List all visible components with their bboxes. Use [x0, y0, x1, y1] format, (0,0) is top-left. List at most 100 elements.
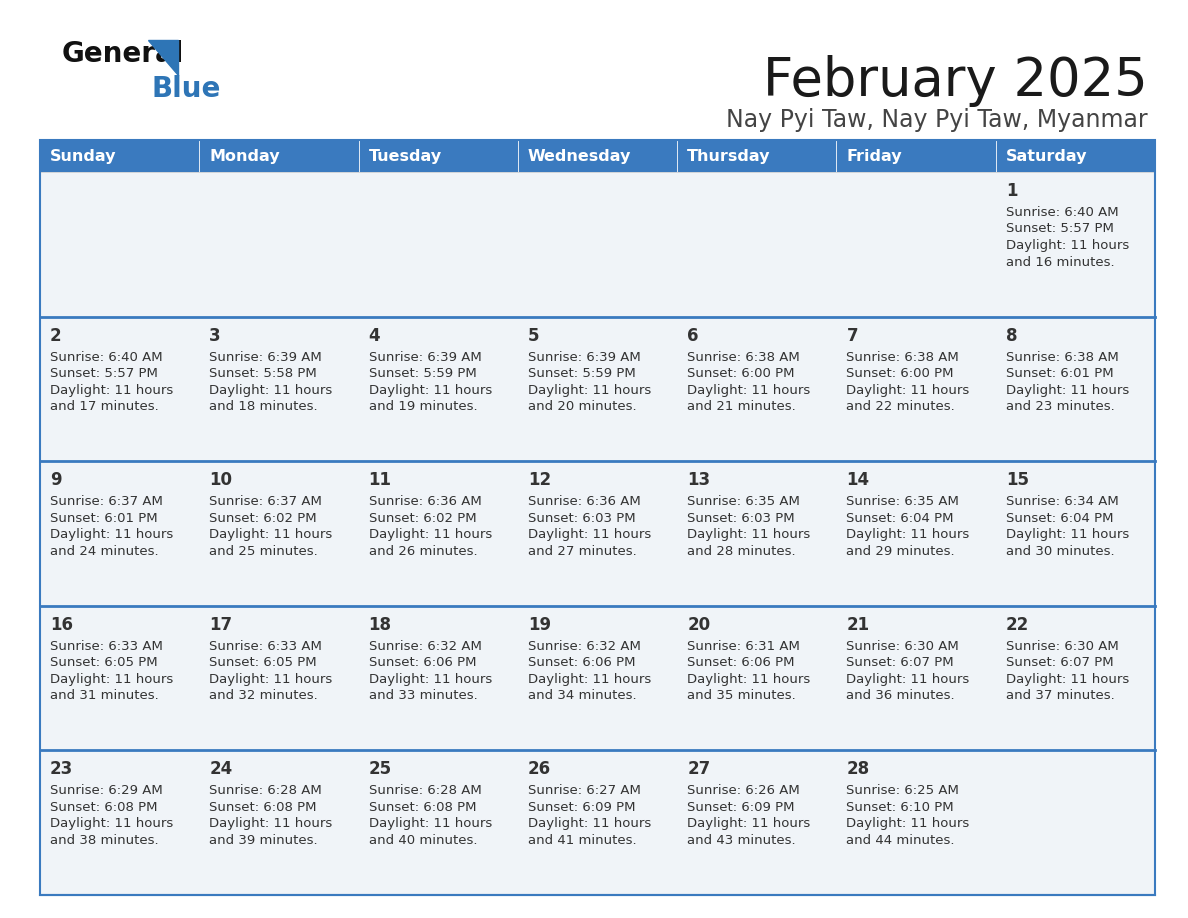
Text: Sunrise: 6:28 AM: Sunrise: 6:28 AM	[209, 784, 322, 798]
Text: Sunrise: 6:40 AM: Sunrise: 6:40 AM	[50, 351, 163, 364]
Bar	[677, 317, 836, 461]
Bar	[200, 461, 359, 606]
Bar	[359, 750, 518, 895]
Text: Daylight: 11 hours: Daylight: 11 hours	[368, 817, 492, 831]
Text: and 19 minutes.: and 19 minutes.	[368, 400, 478, 413]
Text: 26: 26	[527, 760, 551, 778]
Polygon shape	[148, 40, 178, 75]
Text: 14: 14	[846, 471, 870, 489]
Text: Daylight: 11 hours: Daylight: 11 hours	[50, 673, 173, 686]
Text: Daylight: 11 hours: Daylight: 11 hours	[50, 384, 173, 397]
Text: 13: 13	[687, 471, 710, 489]
Text: Sunrise: 6:29 AM: Sunrise: 6:29 AM	[50, 784, 163, 798]
Text: and 36 minutes.: and 36 minutes.	[846, 689, 955, 702]
Text: Sunset: 6:10 PM: Sunset: 6:10 PM	[846, 800, 954, 814]
Text: General: General	[62, 40, 184, 68]
Bar	[518, 140, 677, 172]
Text: Monday: Monday	[209, 149, 280, 163]
Text: Sunset: 6:01 PM: Sunset: 6:01 PM	[1006, 367, 1113, 380]
Text: and 32 minutes.: and 32 minutes.	[209, 689, 318, 702]
Text: Daylight: 11 hours: Daylight: 11 hours	[368, 673, 492, 686]
Text: 1: 1	[1006, 182, 1017, 200]
Bar	[518, 317, 677, 461]
Text: and 43 minutes.: and 43 minutes.	[687, 834, 796, 847]
Text: and 39 minutes.: and 39 minutes.	[209, 834, 318, 847]
Text: Sunset: 6:05 PM: Sunset: 6:05 PM	[50, 656, 158, 669]
Bar	[677, 172, 836, 317]
Text: Thursday: Thursday	[687, 149, 771, 163]
Text: Sunset: 6:06 PM: Sunset: 6:06 PM	[687, 656, 795, 669]
Text: Sunrise: 6:36 AM: Sunrise: 6:36 AM	[527, 495, 640, 509]
Text: Sunset: 5:57 PM: Sunset: 5:57 PM	[50, 367, 158, 380]
Text: Daylight: 11 hours: Daylight: 11 hours	[50, 528, 173, 542]
Text: Daylight: 11 hours: Daylight: 11 hours	[846, 817, 969, 831]
Text: February 2025: February 2025	[763, 55, 1148, 107]
Text: and 44 minutes.: and 44 minutes.	[846, 834, 955, 847]
Text: Sunset: 6:08 PM: Sunset: 6:08 PM	[209, 800, 317, 814]
Text: Sunset: 6:07 PM: Sunset: 6:07 PM	[1006, 656, 1113, 669]
Text: and 31 minutes.: and 31 minutes.	[50, 689, 159, 702]
Text: Sunset: 6:09 PM: Sunset: 6:09 PM	[687, 800, 795, 814]
Bar	[359, 317, 518, 461]
Bar	[40, 172, 200, 317]
Text: 27: 27	[687, 760, 710, 778]
Text: Sunrise: 6:38 AM: Sunrise: 6:38 AM	[846, 351, 959, 364]
Text: Daylight: 11 hours: Daylight: 11 hours	[368, 528, 492, 542]
Bar	[518, 461, 677, 606]
Text: Daylight: 11 hours: Daylight: 11 hours	[527, 384, 651, 397]
Text: 7: 7	[846, 327, 858, 344]
Text: Daylight: 11 hours: Daylight: 11 hours	[687, 384, 810, 397]
Text: Daylight: 11 hours: Daylight: 11 hours	[1006, 239, 1129, 252]
Text: and 29 minutes.: and 29 minutes.	[846, 544, 955, 558]
Text: Daylight: 11 hours: Daylight: 11 hours	[687, 673, 810, 686]
Bar	[996, 461, 1155, 606]
Text: and 20 minutes.: and 20 minutes.	[527, 400, 637, 413]
Text: Daylight: 11 hours: Daylight: 11 hours	[1006, 673, 1129, 686]
Text: 25: 25	[368, 760, 392, 778]
Text: Sunrise: 6:28 AM: Sunrise: 6:28 AM	[368, 784, 481, 798]
Bar	[200, 606, 359, 750]
Text: 5: 5	[527, 327, 539, 344]
Bar	[200, 317, 359, 461]
Text: Sunset: 6:03 PM: Sunset: 6:03 PM	[687, 511, 795, 525]
Text: Sunrise: 6:30 AM: Sunrise: 6:30 AM	[1006, 640, 1118, 653]
Text: Daylight: 11 hours: Daylight: 11 hours	[527, 528, 651, 542]
Bar	[836, 750, 996, 895]
Text: Sunrise: 6:37 AM: Sunrise: 6:37 AM	[50, 495, 163, 509]
Text: Sunrise: 6:40 AM: Sunrise: 6:40 AM	[1006, 206, 1118, 219]
Text: Daylight: 11 hours: Daylight: 11 hours	[1006, 384, 1129, 397]
Bar	[836, 172, 996, 317]
Text: 15: 15	[1006, 471, 1029, 489]
Text: and 35 minutes.: and 35 minutes.	[687, 689, 796, 702]
Text: Sunset: 6:03 PM: Sunset: 6:03 PM	[527, 511, 636, 525]
Text: Sunrise: 6:35 AM: Sunrise: 6:35 AM	[687, 495, 800, 509]
Text: and 28 minutes.: and 28 minutes.	[687, 544, 796, 558]
Text: Sunset: 6:07 PM: Sunset: 6:07 PM	[846, 656, 954, 669]
Text: Sunrise: 6:26 AM: Sunrise: 6:26 AM	[687, 784, 800, 798]
Bar	[359, 461, 518, 606]
Bar	[40, 461, 200, 606]
Text: 19: 19	[527, 616, 551, 633]
Text: 24: 24	[209, 760, 233, 778]
Text: and 34 minutes.: and 34 minutes.	[527, 689, 637, 702]
Bar	[359, 172, 518, 317]
Bar	[996, 606, 1155, 750]
Bar	[40, 140, 200, 172]
Text: 4: 4	[368, 327, 380, 344]
Text: Tuesday: Tuesday	[368, 149, 442, 163]
Text: Sunrise: 6:37 AM: Sunrise: 6:37 AM	[209, 495, 322, 509]
Text: 22: 22	[1006, 616, 1029, 633]
Text: Saturday: Saturday	[1006, 149, 1087, 163]
Text: Daylight: 11 hours: Daylight: 11 hours	[687, 528, 810, 542]
Text: 23: 23	[50, 760, 74, 778]
Text: 17: 17	[209, 616, 233, 633]
Text: Sunrise: 6:39 AM: Sunrise: 6:39 AM	[527, 351, 640, 364]
Text: Daylight: 11 hours: Daylight: 11 hours	[50, 817, 173, 831]
Text: Daylight: 11 hours: Daylight: 11 hours	[846, 384, 969, 397]
Text: Sunrise: 6:36 AM: Sunrise: 6:36 AM	[368, 495, 481, 509]
Text: Sunset: 5:57 PM: Sunset: 5:57 PM	[1006, 222, 1113, 236]
Bar	[996, 172, 1155, 317]
Text: Sunrise: 6:27 AM: Sunrise: 6:27 AM	[527, 784, 640, 798]
Bar	[677, 461, 836, 606]
Text: 16: 16	[50, 616, 72, 633]
